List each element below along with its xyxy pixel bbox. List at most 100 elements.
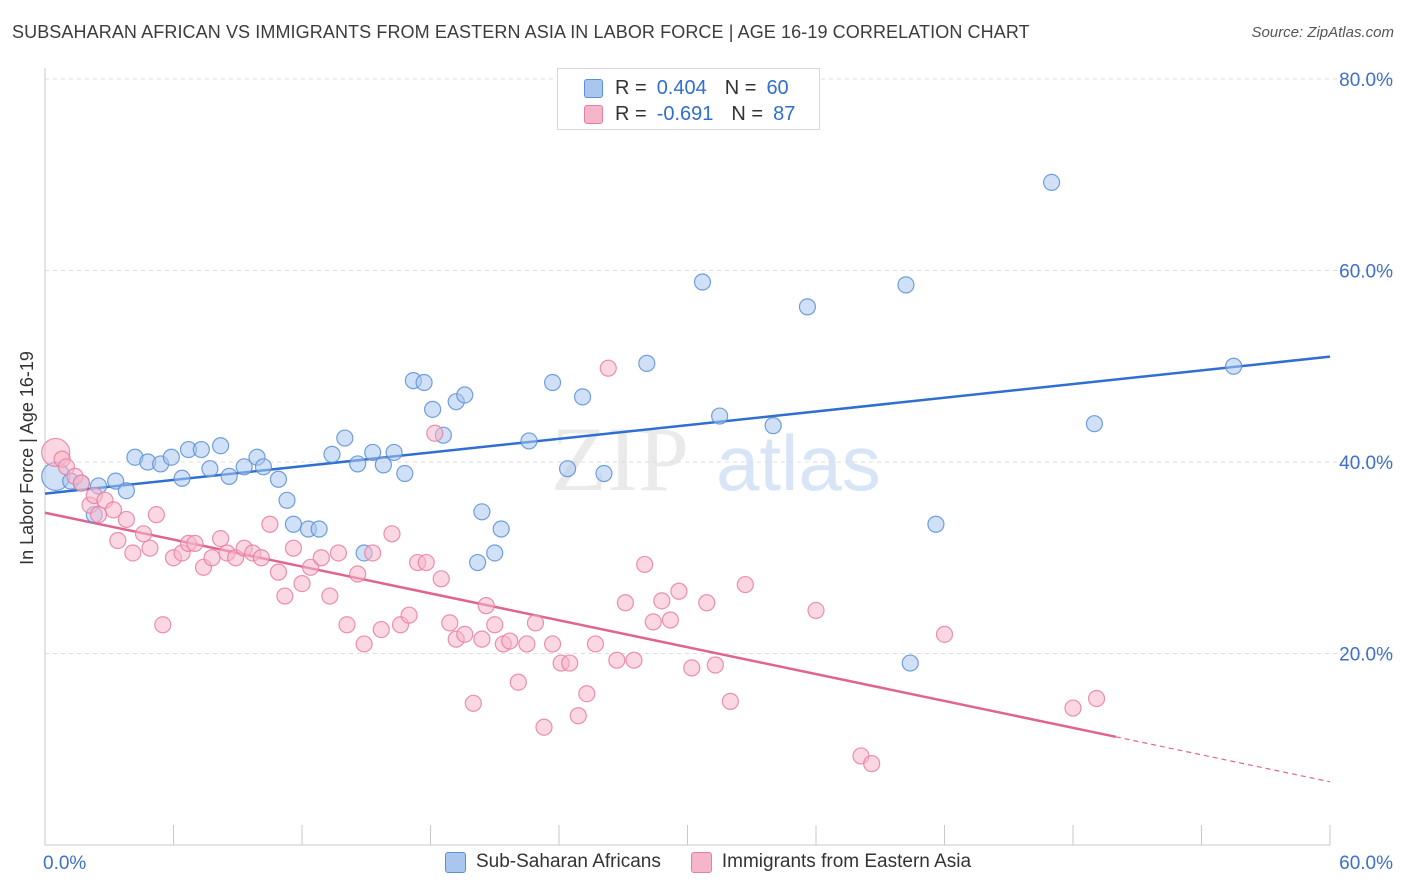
point-eastern-asia (518, 635, 536, 653)
point-eastern-asia (807, 601, 825, 620)
point-eastern-asia (625, 651, 643, 669)
point-sub-saharan (235, 458, 253, 476)
point-sub-saharan (192, 440, 210, 459)
point-sub-saharan (212, 437, 230, 455)
legend-item-sub-saharan: Sub-Saharan Africans (445, 851, 661, 873)
point-sub-saharan (711, 407, 729, 425)
point-sub-saharan (693, 273, 712, 291)
point-sub-saharan (269, 470, 288, 488)
gridlines (45, 78, 1393, 654)
point-eastern-asia (276, 587, 294, 605)
point-eastern-asia (526, 614, 545, 632)
point-eastern-asia (706, 656, 724, 674)
n-value: 60 (766, 76, 789, 99)
point-eastern-asia (109, 531, 127, 550)
stats-row-sub-saharan: R = 0.404 N = 60 (584, 75, 789, 101)
x-tick-labels: 0.0% 60.0% (43, 853, 1393, 874)
point-eastern-asia (721, 692, 739, 710)
y-tick-label: 80.0% (1339, 70, 1393, 91)
point-eastern-asia (154, 616, 172, 634)
point-eastern-asia (569, 707, 587, 725)
point-sub-saharan (374, 456, 392, 474)
point-sub-saharan (201, 460, 219, 478)
point-sub-saharan (638, 354, 656, 372)
point-eastern-asia (89, 506, 108, 524)
point-eastern-asia (653, 592, 671, 610)
point-eastern-asia (364, 544, 382, 562)
chart-title: SUBSAHARAN AFRICAN VS IMMIGRANTS FROM EA… (12, 22, 1030, 42)
r-value: 0.404 (656, 76, 707, 99)
point-sub-saharan (1042, 173, 1061, 192)
n-value: 87 (773, 102, 796, 125)
r-label: R = (615, 102, 647, 125)
point-sub-saharan (278, 491, 296, 509)
point-eastern-asia (661, 611, 679, 629)
point-eastern-asia (400, 606, 418, 624)
point-eastern-asia (203, 549, 221, 567)
n-label: N = (731, 102, 764, 125)
point-eastern-asia (432, 570, 450, 588)
point-sub-saharan (364, 443, 382, 462)
point-eastern-asia (269, 563, 288, 581)
trend-line-eastern-asia (44, 511, 1117, 739)
legend-item-eastern-asia: Immigrants from Eastern Asia (690, 851, 971, 873)
point-sub-saharan (456, 386, 474, 404)
point-eastern-asia (486, 616, 504, 634)
point-sub-saharan (254, 458, 273, 476)
point-eastern-asia (608, 651, 626, 669)
point-sub-saharan (107, 472, 125, 490)
stats-legend: R = 0.404 N = 60 R = -0.691 N = 87 (557, 68, 820, 130)
series-eastern-asia (41, 359, 1106, 773)
point-eastern-asia (561, 654, 579, 672)
point-eastern-asia (293, 575, 311, 593)
point-sub-saharan (396, 464, 414, 483)
point-eastern-asia (141, 539, 159, 557)
point-sub-saharan (1085, 415, 1104, 433)
point-eastern-asia (863, 755, 881, 773)
point-eastern-asia (301, 558, 320, 576)
point-sub-saharan (573, 388, 592, 406)
point-sub-saharan (595, 464, 613, 483)
point-sub-saharan (173, 469, 191, 487)
r-value: -0.691 (656, 102, 714, 125)
point-sub-saharan (162, 448, 180, 466)
point-sub-saharan (349, 455, 367, 473)
point-sub-saharan (323, 445, 341, 463)
point-eastern-asia (1064, 699, 1082, 717)
data-points (41, 173, 1243, 773)
point-eastern-asia (312, 549, 330, 567)
point-eastern-asia (736, 575, 754, 594)
point-eastern-asia (477, 597, 495, 615)
watermark-atlas: atlas (716, 419, 881, 507)
point-eastern-asia (464, 694, 482, 712)
point-eastern-asia (261, 515, 279, 533)
zipatlas-watermark: ZIP atlas (551, 408, 881, 510)
point-sub-saharan (901, 654, 919, 672)
x-tick-label-left: 0.0% (43, 853, 86, 874)
point-eastern-asia (329, 544, 348, 562)
point-sub-saharan (486, 544, 504, 562)
point-eastern-asia (372, 620, 390, 639)
point-sub-saharan (764, 417, 782, 435)
point-sub-saharan (473, 503, 491, 521)
point-eastern-asia (284, 539, 303, 557)
y-tick-label: 60.0% (1339, 262, 1393, 283)
point-eastern-asia (426, 424, 444, 442)
x-tick-label-right: 60.0% (1339, 853, 1393, 874)
point-eastern-asia (212, 529, 230, 548)
point-eastern-asia (383, 525, 401, 543)
point-eastern-asia (456, 625, 474, 643)
y-tick-labels: 20.0% 40.0% 60.0% 80.0% (1339, 70, 1393, 666)
point-eastern-asia (186, 534, 204, 552)
blue-swatch (445, 851, 466, 873)
blue-swatch (584, 78, 603, 98)
point-sub-saharan (415, 373, 433, 392)
point-eastern-asia (636, 555, 654, 574)
point-sub-saharan (558, 460, 577, 478)
point-sub-saharan (927, 515, 945, 533)
point-eastern-asia (616, 594, 634, 612)
point-sub-saharan (117, 482, 135, 500)
y-axis-label: In Labor Force | Age 16-19 (17, 351, 37, 565)
watermark-zip: ZIP (551, 408, 689, 510)
